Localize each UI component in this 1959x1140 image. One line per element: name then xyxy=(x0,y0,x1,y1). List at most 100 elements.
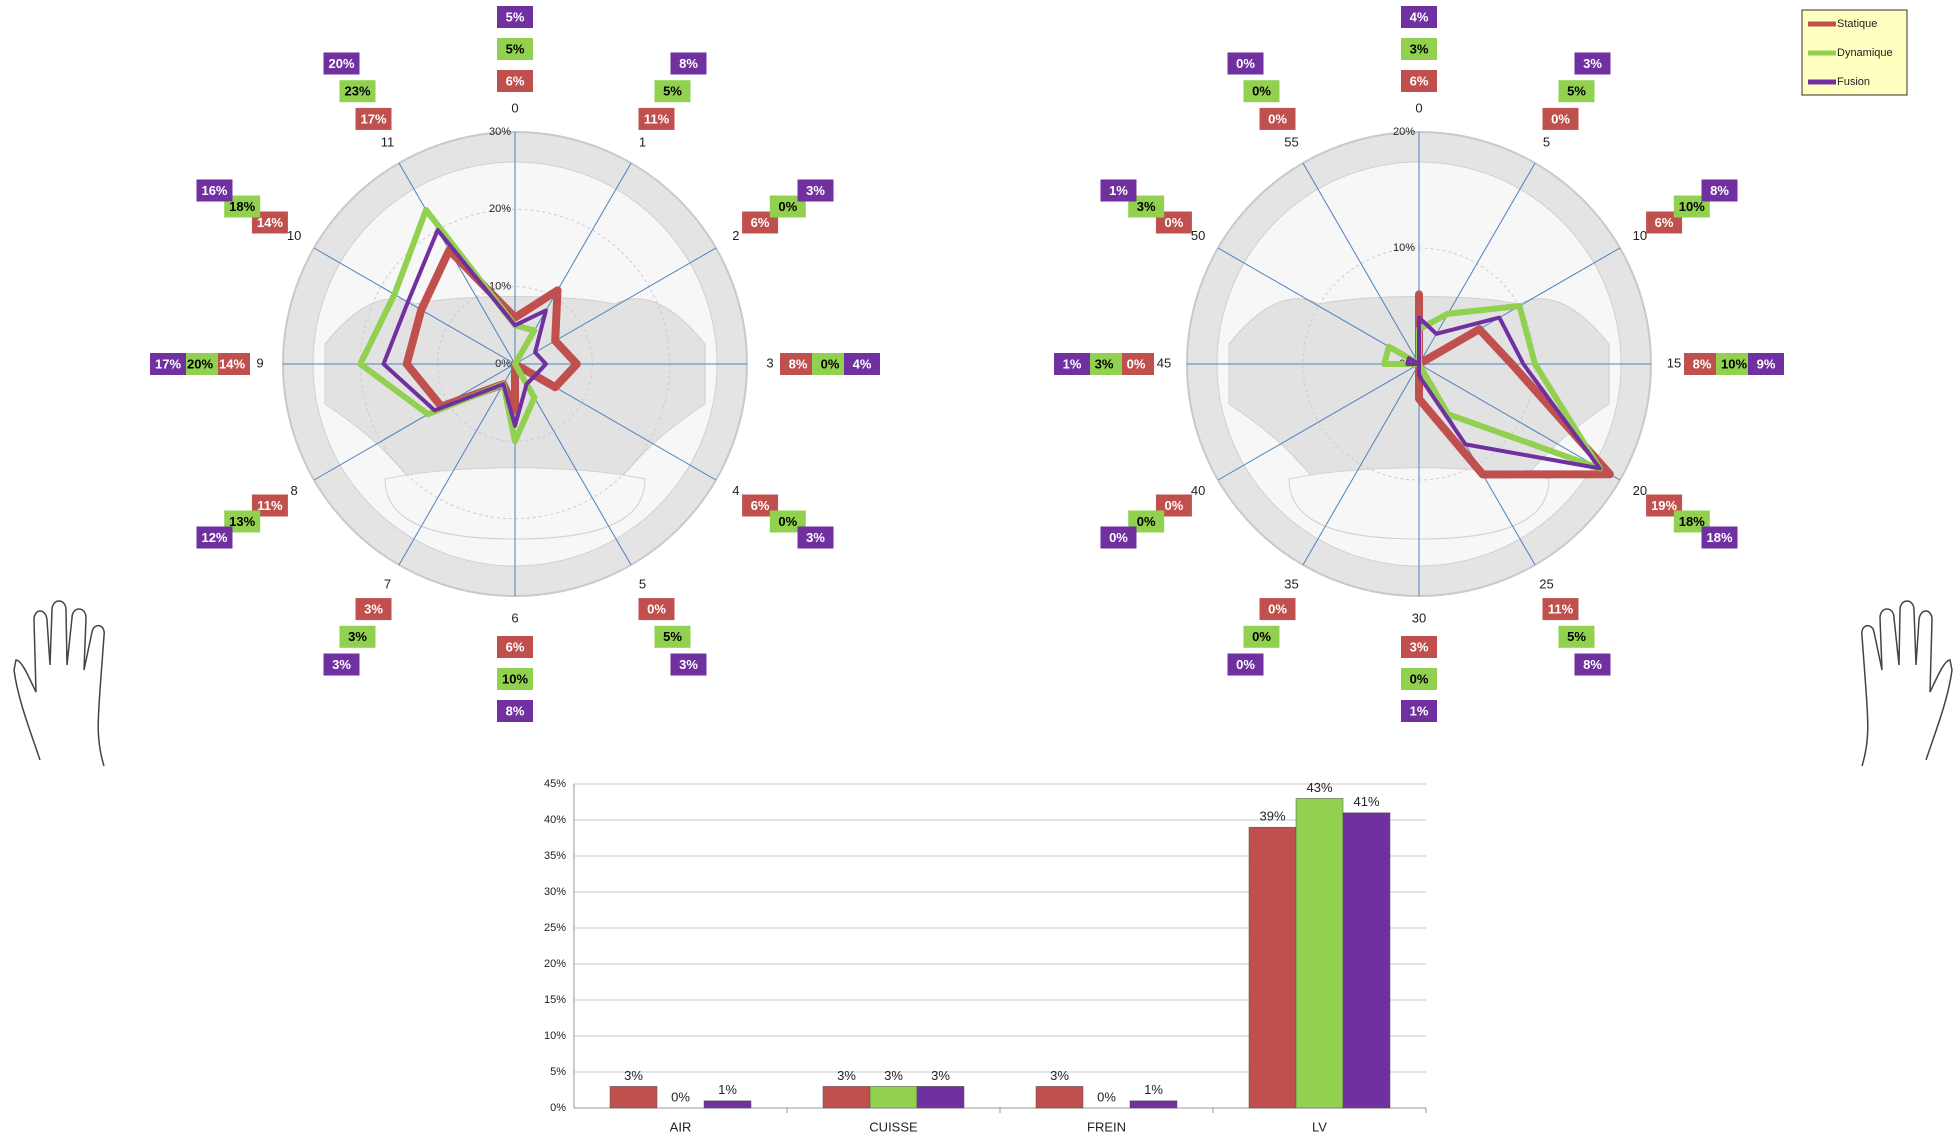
spoke xyxy=(1217,363,1420,481)
category-label: 50 xyxy=(1191,228,1205,243)
label-box xyxy=(1646,494,1683,517)
left-hand xyxy=(13,600,105,767)
value-label: 3% xyxy=(1095,356,1114,371)
label-box xyxy=(355,107,392,130)
category-label: 5 xyxy=(1543,135,1550,150)
label-box xyxy=(670,52,707,75)
x-tick-label: AIR xyxy=(670,1119,692,1134)
value-label: 5% xyxy=(1567,629,1586,644)
x-tick-label: FREIN xyxy=(1087,1119,1126,1134)
value-label: 0% xyxy=(778,514,797,529)
value-label: 17% xyxy=(360,111,386,126)
value-label: 8% xyxy=(1710,183,1729,198)
label-box xyxy=(224,510,261,533)
bar xyxy=(609,1086,658,1109)
value-label: 8% xyxy=(679,56,698,71)
label-box xyxy=(182,353,218,375)
value-label: 8% xyxy=(506,703,525,718)
value-label: 5% xyxy=(506,41,525,56)
value-label: 1% xyxy=(1063,356,1082,371)
value-label: 6% xyxy=(751,498,770,513)
label-box xyxy=(812,353,848,375)
value-label: 0% xyxy=(1410,671,1429,686)
value-label: 9% xyxy=(1757,356,1776,371)
bar-value-label: 0% xyxy=(1097,1089,1116,1104)
label-box xyxy=(1100,526,1137,549)
label-box xyxy=(323,52,360,75)
category-label: 6 xyxy=(511,610,518,625)
bar-value-label: 43% xyxy=(1306,780,1332,795)
r-tick-label: 10% xyxy=(489,281,511,293)
label-box xyxy=(1401,6,1437,28)
y-tick-label: 45% xyxy=(544,778,566,790)
label-box xyxy=(323,653,360,676)
value-label: 3% xyxy=(1410,639,1429,654)
value-label: 0% xyxy=(1109,530,1128,545)
r-tick-label: 30% xyxy=(489,126,511,138)
label-box xyxy=(224,195,261,218)
series-line xyxy=(402,246,581,415)
series-line xyxy=(1405,315,1602,471)
label-box xyxy=(1542,598,1579,621)
spoke xyxy=(1217,247,1420,365)
category-label: 7 xyxy=(384,576,391,591)
value-label: 0% xyxy=(821,356,840,371)
label-box xyxy=(1701,179,1738,202)
label-box xyxy=(497,6,533,28)
label-box xyxy=(1227,52,1264,75)
value-label: 3% xyxy=(679,657,698,672)
value-label: 0% xyxy=(1127,356,1146,371)
series-line xyxy=(1381,303,1603,472)
bar-value-label: 1% xyxy=(718,1082,737,1097)
label-box xyxy=(742,211,779,234)
bar xyxy=(1248,826,1297,1109)
label-box xyxy=(497,70,533,92)
value-label: 6% xyxy=(506,73,525,88)
label-box xyxy=(780,353,816,375)
label-box xyxy=(1673,195,1710,218)
category-label: 35 xyxy=(1284,576,1298,591)
legend-label: Fusion xyxy=(1837,76,1870,88)
value-label: 6% xyxy=(1410,73,1429,88)
y-tick-label: 5% xyxy=(550,1066,566,1078)
value-label: 1% xyxy=(1410,703,1429,718)
label-box xyxy=(769,510,806,533)
label-box xyxy=(1748,353,1784,375)
label-box xyxy=(1701,526,1738,549)
value-label: 17% xyxy=(155,356,181,371)
value-label: 23% xyxy=(344,84,370,99)
label-box xyxy=(844,353,880,375)
bar-value-label: 1% xyxy=(1144,1082,1163,1097)
bar-value-label: 3% xyxy=(884,1068,903,1083)
category-label: 45 xyxy=(1157,355,1171,370)
value-label: 0% xyxy=(1137,514,1156,529)
y-tick-label: 30% xyxy=(544,886,566,898)
spoke xyxy=(398,363,516,566)
value-label: 8% xyxy=(1583,657,1602,672)
label-box xyxy=(1128,510,1165,533)
label-box xyxy=(1684,353,1720,375)
label-box xyxy=(1054,353,1090,375)
spoke xyxy=(514,247,717,365)
series-line xyxy=(381,228,548,428)
spoke xyxy=(1418,162,1536,365)
r-tick-label: 10% xyxy=(1393,242,1415,254)
value-label: 18% xyxy=(1706,530,1732,545)
value-label: 14% xyxy=(257,215,283,230)
label-box xyxy=(742,494,779,517)
label-box xyxy=(1243,625,1280,648)
label-box xyxy=(638,598,675,621)
value-label: 20% xyxy=(187,356,213,371)
label-box xyxy=(1128,195,1165,218)
value-label: 0% xyxy=(1236,657,1255,672)
bar xyxy=(1129,1100,1178,1109)
bar xyxy=(916,1086,965,1109)
label-box xyxy=(769,195,806,218)
x-tick-label: CUISSE xyxy=(869,1119,918,1134)
category-label: 15 xyxy=(1667,355,1681,370)
category-label: 11 xyxy=(381,135,395,150)
category-label: 10 xyxy=(1633,228,1647,243)
label-box xyxy=(1100,179,1137,202)
label-box xyxy=(196,526,233,549)
